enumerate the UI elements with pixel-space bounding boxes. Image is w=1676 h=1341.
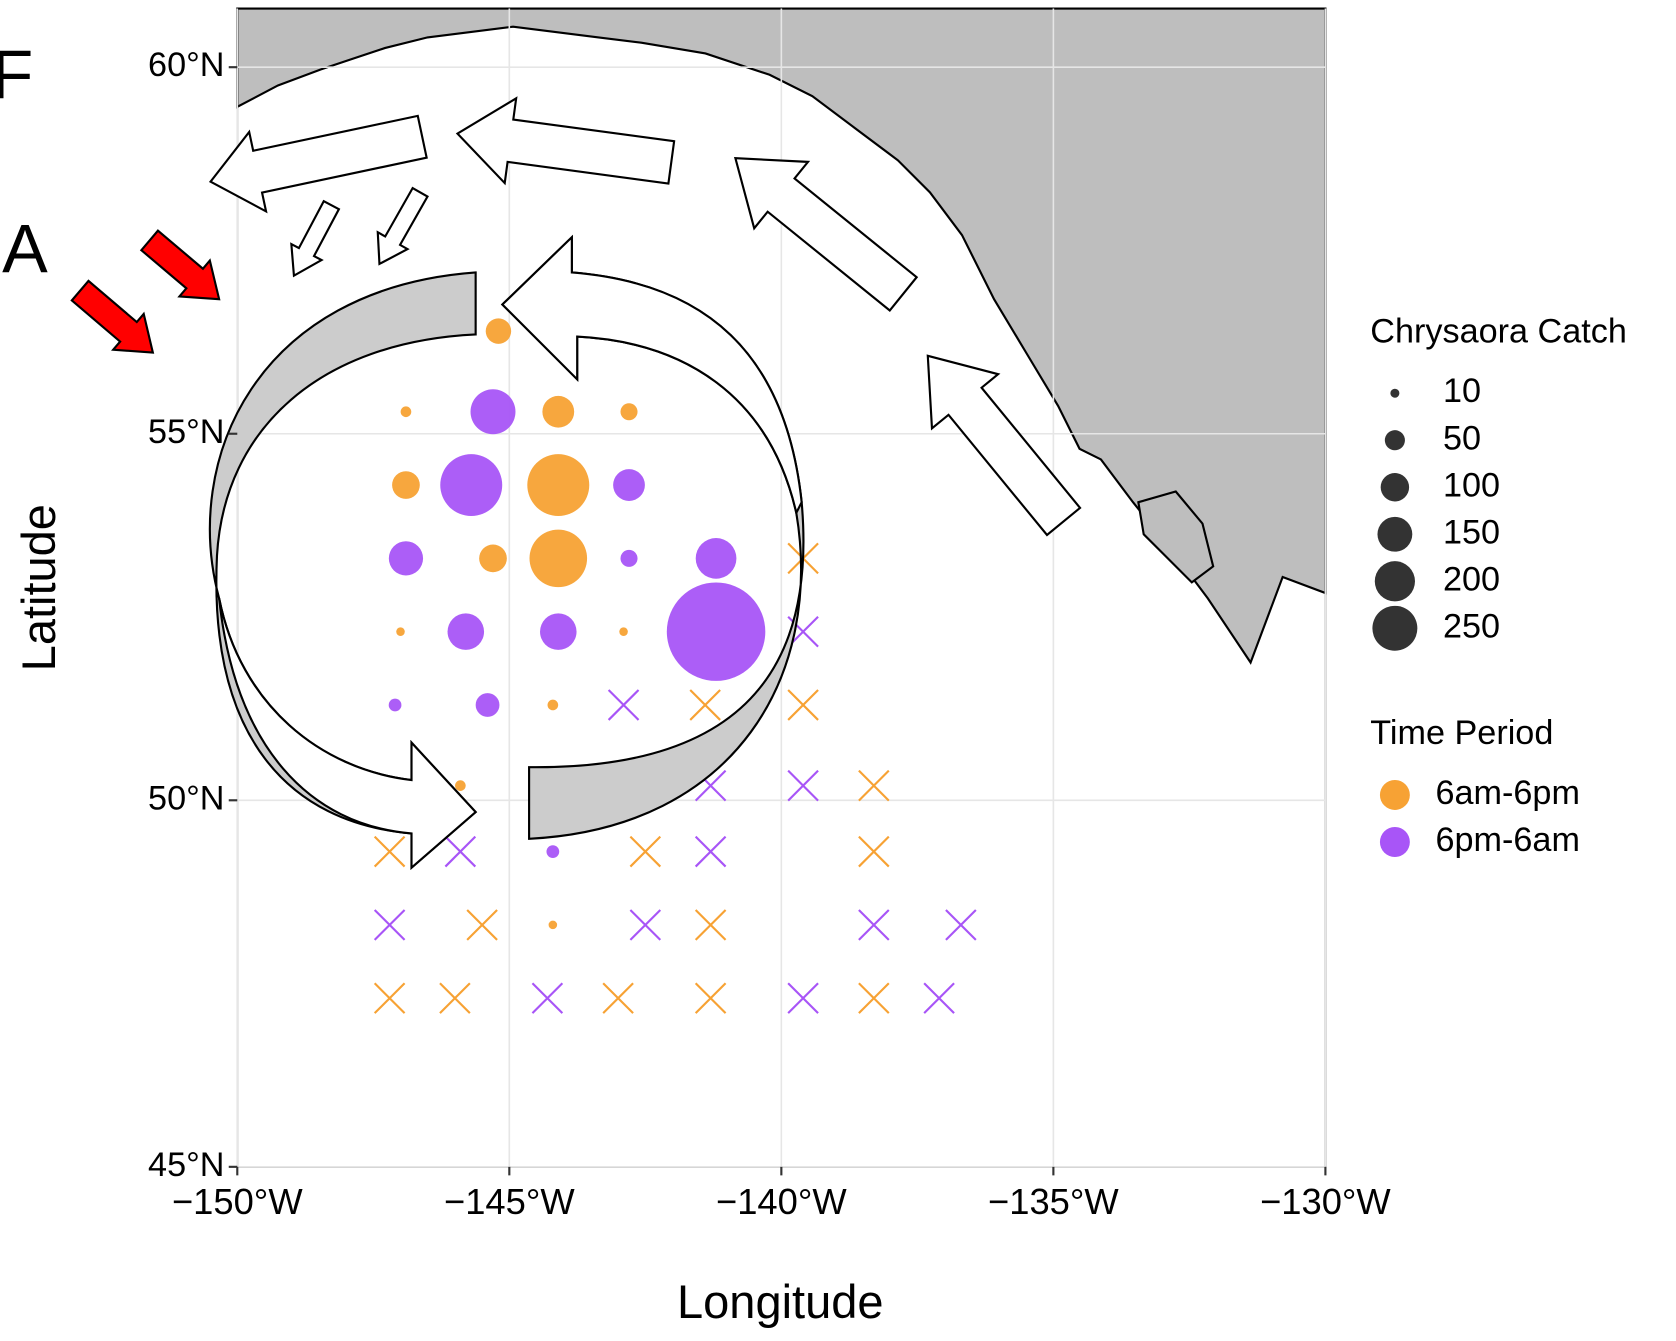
current-arrow	[926, 354, 1082, 537]
legend-label: 50	[1443, 419, 1481, 457]
gyre-arrow-white	[500, 234, 803, 517]
current-arrow	[208, 114, 428, 214]
legend-title: Chrysaora Catch	[1370, 312, 1627, 350]
bubble	[388, 698, 402, 712]
bubble	[542, 395, 575, 428]
zero-catch-cross	[858, 769, 890, 802]
legend-size-key	[1380, 473, 1410, 502]
zero-catch-cross	[373, 909, 406, 941]
x-axis-title: Longitude	[677, 1275, 884, 1328]
bubble	[455, 780, 466, 791]
y-tick-label: 55°N	[148, 413, 224, 451]
zero-catch-cross	[689, 689, 721, 721]
x-tick-label: −145°W	[444, 1181, 575, 1222]
bubble	[547, 699, 559, 711]
legend-label: 6pm-6am	[1436, 821, 1580, 859]
legend-label: 6am-6pm	[1436, 774, 1580, 812]
bubble	[529, 529, 588, 588]
zero-catch-cross	[629, 909, 662, 941]
legend-label: 150	[1443, 513, 1500, 551]
zero-catch-cross	[787, 769, 819, 802]
zero-catch-cross	[373, 982, 406, 1014]
zero-catch-cross	[945, 909, 977, 941]
island	[1137, 490, 1215, 584]
bubble	[620, 403, 638, 421]
panel-letter: A	[2, 211, 48, 287]
zero-catch-cross	[858, 909, 890, 941]
bubble	[548, 920, 558, 930]
zero-catch-cross	[787, 689, 819, 721]
legend-size-key	[1390, 388, 1400, 398]
bubble	[388, 541, 424, 576]
zero-catch-cross	[694, 909, 727, 941]
bubble	[619, 627, 628, 636]
y-tick-label: 45°N	[148, 1146, 224, 1184]
legend-color-key	[1379, 827, 1410, 857]
bubble	[546, 845, 560, 858]
bubble	[396, 627, 405, 636]
gyre-arrow-white	[218, 598, 478, 870]
zero-catch-cross	[444, 835, 477, 868]
bubble	[470, 389, 516, 435]
zero-catch-cross	[607, 689, 640, 721]
bubble	[392, 471, 420, 499]
zero-catch-cross	[373, 835, 406, 868]
zero-catch-cross	[787, 982, 819, 1014]
points-layer	[373, 318, 977, 1014]
current-arrow	[455, 96, 676, 186]
zero-catch-cross	[629, 835, 662, 868]
bubble	[400, 406, 412, 418]
legend-label: 250	[1443, 607, 1500, 645]
zero-catch-cross	[858, 982, 890, 1014]
zero-catch-cross	[602, 982, 634, 1014]
bubble	[666, 582, 766, 681]
current-arrow	[139, 229, 221, 301]
axes-layer: −150°W −145°W −140°W −135°W −130°W 45°N 50°N 55…	[148, 46, 1391, 1222]
zero-catch-cross	[694, 835, 727, 868]
zero-catch-cross	[694, 982, 727, 1014]
legend-size-key	[1374, 561, 1415, 602]
legend-size-key	[1372, 605, 1418, 651]
arrows-layer	[70, 96, 1082, 870]
bubble	[485, 318, 512, 344]
current-arrow	[70, 279, 155, 354]
x-tick-label: −150°W	[172, 1181, 303, 1222]
legend-size-key	[1377, 516, 1413, 552]
bubble	[447, 613, 485, 650]
x-tick-label: −135°W	[988, 1181, 1119, 1222]
bubble	[613, 469, 645, 501]
legend-color-key	[1379, 780, 1410, 810]
y-axis-title: Latitude	[12, 504, 65, 671]
legend-label: 100	[1443, 466, 1500, 504]
current-arrow	[376, 186, 429, 266]
zero-catch-cross	[439, 982, 471, 1014]
legend-title: Time Period	[1370, 714, 1553, 752]
zero-catch-cross	[531, 982, 564, 1014]
legend-size-key	[1384, 430, 1405, 451]
panel-letter: F	[0, 37, 33, 113]
current-arrow	[733, 156, 919, 312]
x-tick-label: −130°W	[1260, 1181, 1391, 1222]
legend-label: 200	[1443, 560, 1500, 598]
bubble	[527, 454, 590, 517]
bubble	[479, 544, 507, 573]
y-tick-label: 60°N	[148, 46, 224, 84]
bubble	[695, 538, 737, 579]
zero-catch-cross	[923, 982, 955, 1014]
legend-label: 10	[1443, 372, 1481, 410]
bubble	[440, 454, 503, 517]
bubble	[475, 693, 500, 717]
x-tick-label: −140°W	[716, 1181, 847, 1222]
zero-catch-cross	[858, 835, 890, 868]
current-arrow	[290, 199, 341, 278]
bubble	[540, 613, 577, 650]
y-tick-label: 50°N	[148, 779, 224, 817]
zero-catch-cross	[466, 909, 498, 941]
bubble	[620, 549, 638, 567]
